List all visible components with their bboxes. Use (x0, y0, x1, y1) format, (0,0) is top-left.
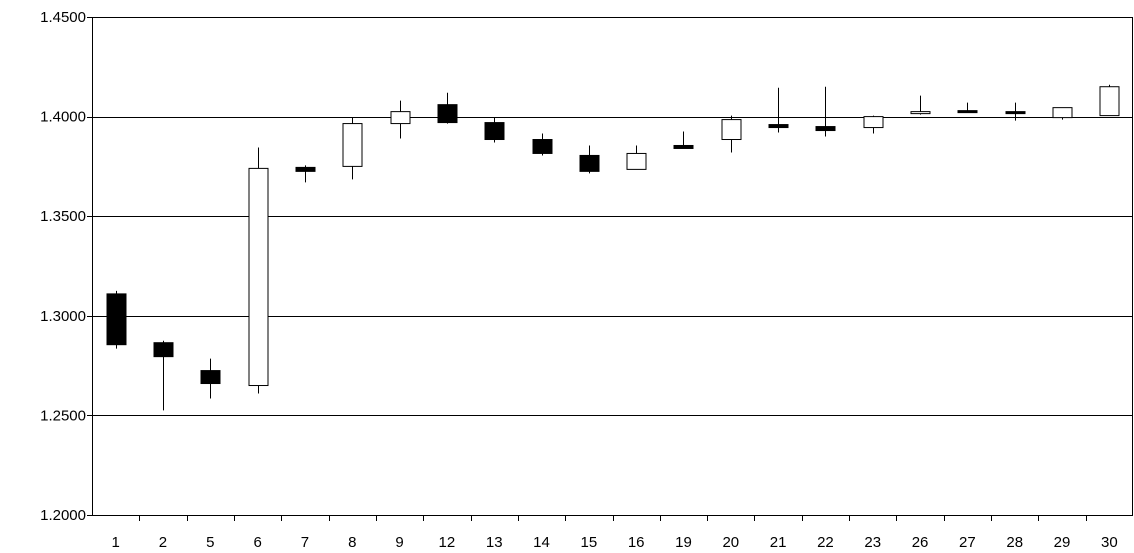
candle-body-up (863, 116, 884, 129)
x-tick-label: 23 (864, 534, 881, 551)
candle-body-down (673, 144, 694, 149)
gridlines (92, 117, 1133, 416)
y-tick-labels: 1.2000 1.2500 1.3000 1.3500 1.4000 1.4500 (40, 9, 86, 524)
axes (87, 17, 1133, 521)
x-tick-label: 9 (395, 534, 403, 551)
candle-body-down (1005, 111, 1026, 115)
x-tick-label: 15 (580, 534, 597, 551)
x-tick-label: 26 (912, 534, 929, 551)
x-tick-label: 12 (439, 534, 456, 551)
y-tick-label: 1.4500 (40, 9, 86, 26)
x-tick-label: 5 (206, 534, 214, 551)
x-tick-label: 16 (628, 534, 645, 551)
candle-body-up (342, 123, 363, 167)
candle-body-down (153, 342, 174, 358)
candle-body-down (579, 154, 600, 172)
candle-body-up (248, 167, 269, 387)
candle-body-down (484, 122, 505, 141)
x-tick-label: 19 (675, 534, 692, 551)
y-tick-label: 1.2500 (40, 407, 86, 424)
x-tick-label: 21 (770, 534, 787, 551)
candle-body-down (200, 370, 221, 385)
candle-body-up (721, 119, 742, 141)
candle-body-up (390, 111, 411, 125)
x-tick-label: 13 (486, 534, 503, 551)
candle-body-down (437, 104, 458, 124)
y-tick-label: 1.3500 (40, 208, 86, 225)
y-tick-label: 1.3000 (40, 308, 86, 325)
candle-body-down (815, 126, 836, 132)
x-tick-label: 2 (159, 534, 167, 551)
x-tick-label: 30 (1101, 534, 1118, 551)
x-tick-label: 6 (253, 534, 261, 551)
x-tick-label: 1 (111, 534, 119, 551)
candle-body-down (532, 139, 553, 154)
candle-body-down (768, 124, 789, 129)
x-tick-label: 29 (1054, 534, 1071, 551)
candles (106, 84, 1120, 411)
x-tick-label: 8 (348, 534, 356, 551)
candle-body-up (910, 111, 931, 115)
x-tick-label: 7 (301, 534, 309, 551)
candle-body-up (626, 152, 647, 170)
candle-body-down (106, 293, 127, 346)
x-tick-label: 20 (722, 534, 739, 551)
x-tick-label: 28 (1006, 534, 1023, 551)
candle-body-down (295, 166, 316, 172)
x-tick-label: 27 (959, 534, 976, 551)
y-tick-label: 1.2000 (40, 507, 86, 524)
candle-body-down (957, 110, 978, 114)
candle-body-up (1052, 107, 1073, 119)
x-tick-label: 22 (817, 534, 834, 551)
y-tick-label: 1.4000 (40, 109, 86, 126)
candle-body-up (1099, 86, 1120, 117)
x-tick-label: 14 (533, 534, 550, 551)
x-tick-labels: 1 2 5 6 7 8 9 12 13 14 15 16 19 20 21 22 23 26 27 28 29 30 (111, 534, 1117, 551)
